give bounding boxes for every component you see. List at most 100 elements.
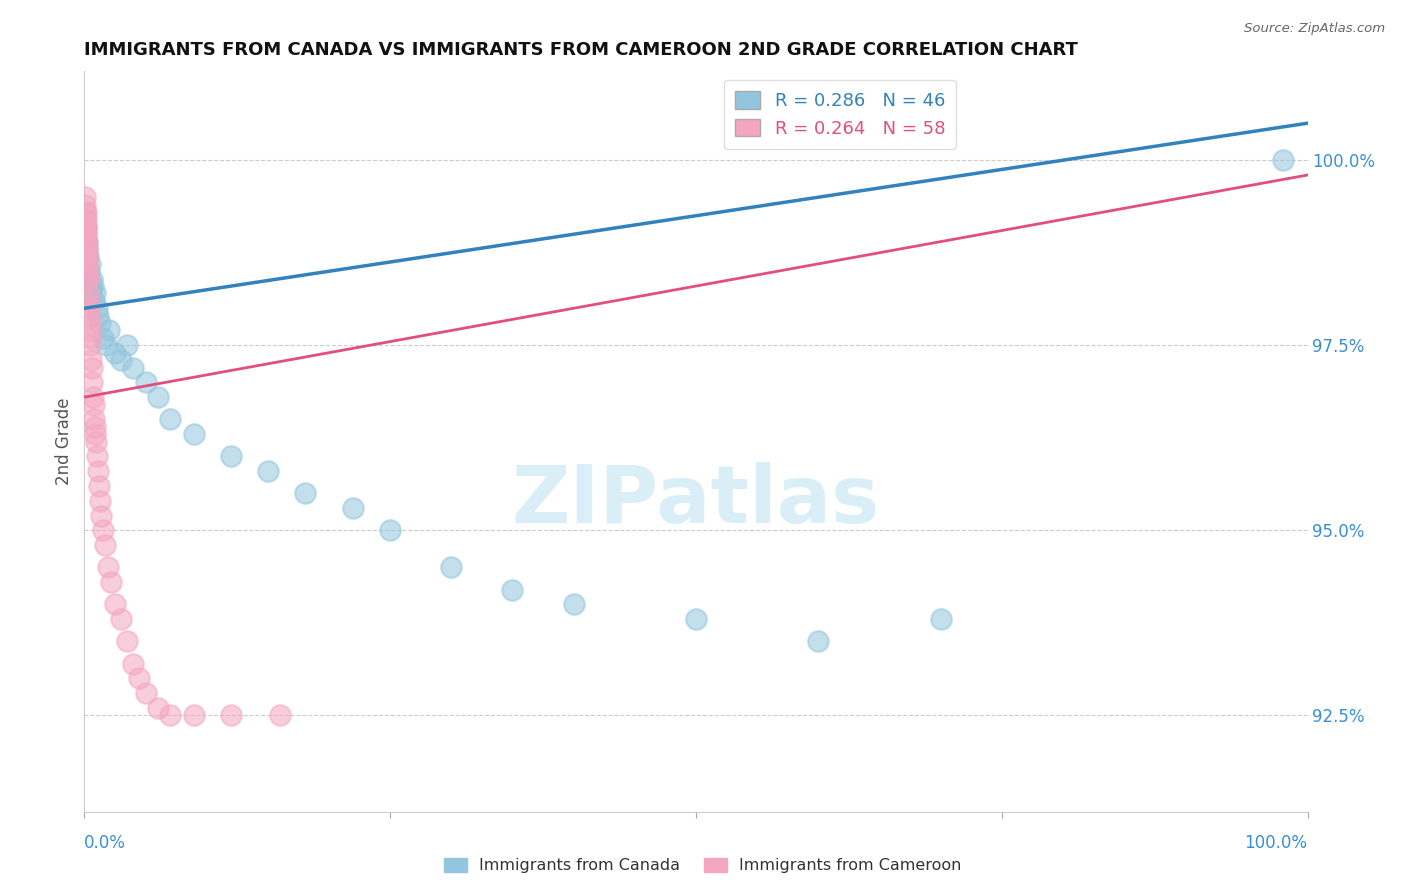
Point [77,301,100,316]
Point [82,376,104,390]
Point [76,250,98,264]
Point [77,271,100,285]
Point [84,286,107,301]
Point [76,264,98,278]
Point [929,612,952,626]
Point [77,271,100,285]
Point [502,582,524,597]
Point [75,212,97,227]
Point [135,376,157,390]
Point [96,338,118,352]
Point [159,412,181,426]
Point [79,324,101,338]
Point [82,390,104,404]
Point [183,708,205,723]
Text: 0.0%: 0.0% [84,834,127,852]
Point [89,493,111,508]
Point [146,701,169,715]
Point [73,212,96,227]
Point [75,242,97,256]
Point [104,598,127,612]
Point [342,501,364,516]
Point [122,360,145,375]
Point [76,242,98,256]
Point [76,257,98,271]
Point [76,257,98,271]
Point [294,486,316,500]
Point [440,560,463,574]
Point [76,250,98,264]
Point [110,353,132,368]
Point [79,331,101,345]
Point [75,242,97,256]
Point [80,360,103,375]
Point [79,257,101,271]
Text: ZIPatlas: ZIPatlas [512,462,880,540]
Point [87,309,110,323]
Point [77,309,100,323]
Point [86,301,108,316]
Point [87,464,110,478]
Point [79,338,101,352]
Point [75,205,97,219]
Point [76,264,98,278]
Point [75,227,97,242]
Point [75,227,97,242]
Point [75,219,97,234]
Point [90,508,112,523]
Text: Source: ZipAtlas.com: Source: ZipAtlas.com [1244,22,1385,36]
Point [91,331,114,345]
Point [219,708,242,723]
Point [86,450,108,464]
Point [380,524,402,538]
Point [110,612,132,626]
Legend: Immigrants from Canada, Immigrants from Cameroon: Immigrants from Canada, Immigrants from … [437,851,969,880]
Point [73,205,96,219]
Point [97,560,120,574]
Text: IMMIGRANTS FROM CANADA VS IMMIGRANTS FROM CAMEROON 2ND GRADE CORRELATION CHART: IMMIGRANTS FROM CANADA VS IMMIGRANTS FRO… [84,41,1078,59]
Point [562,598,585,612]
Point [76,250,98,264]
Point [76,257,98,271]
Point [159,708,181,723]
Point [89,316,111,330]
Point [97,324,120,338]
Point [75,227,97,242]
Point [84,419,107,434]
Point [115,634,138,648]
Point [257,464,280,478]
Point [91,524,114,538]
Point [80,286,103,301]
Point [75,212,97,227]
Text: 100.0%: 100.0% [1244,834,1308,852]
Point [75,235,97,249]
Point [83,293,105,308]
Point [122,657,145,671]
Legend: R = 0.286   N = 46, R = 0.264   N = 58: R = 0.286 N = 46, R = 0.264 N = 58 [724,80,956,149]
Point [76,242,98,256]
Point [685,612,707,626]
Point [146,390,169,404]
Point [94,538,117,552]
Point [135,686,157,700]
Point [73,190,96,204]
Y-axis label: 2nd Grade: 2nd Grade [55,398,73,485]
Point [183,427,205,442]
Point [219,450,242,464]
Point [115,338,138,352]
Point [77,286,100,301]
Point [128,672,150,686]
Point [83,427,105,442]
Point [76,235,98,249]
Point [104,345,127,359]
Point [75,197,97,211]
Point [83,398,105,412]
Point [100,575,122,590]
Point [75,219,97,234]
Point [75,219,97,234]
Point [84,434,107,449]
Point [77,293,100,308]
Point [269,708,291,723]
Point [77,264,100,278]
Point [82,279,104,293]
